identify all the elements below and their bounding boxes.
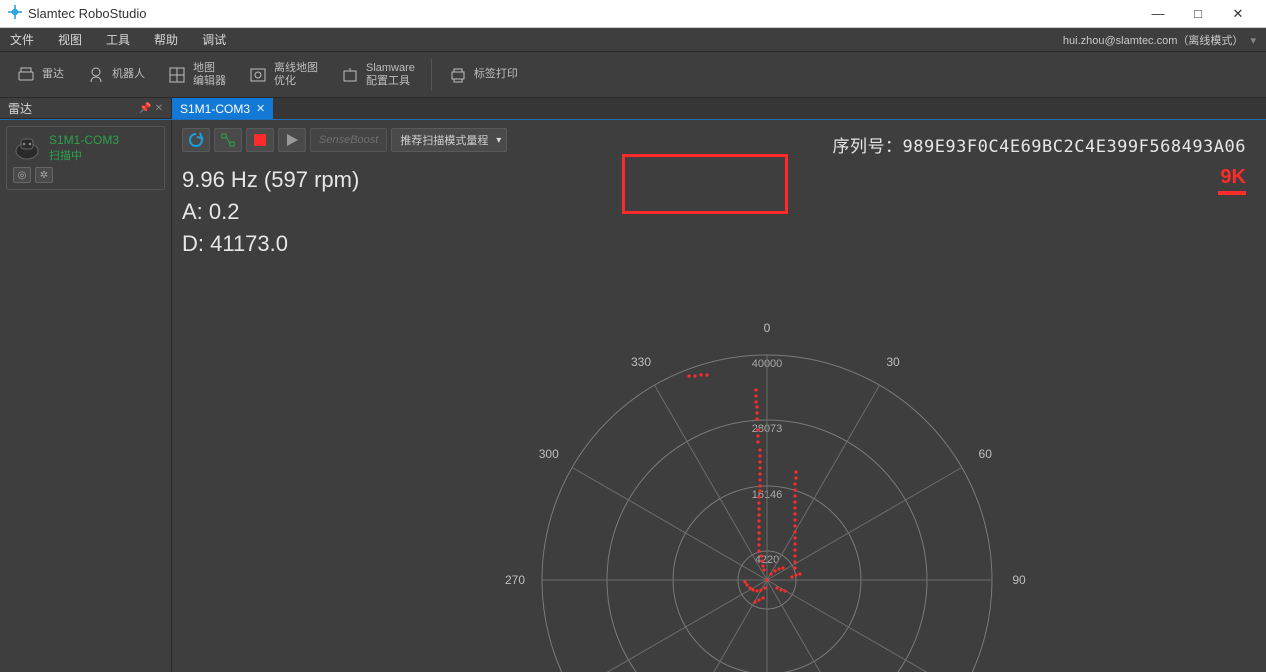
svg-text:300: 300 <box>539 447 559 461</box>
tab-device-label: S1M1-COM3 <box>180 102 250 116</box>
device-name: S1M1-COM3 <box>49 133 119 147</box>
main-region: S1M1-COM3 扫描中 ◎ ✲ SenseB <box>0 120 1266 672</box>
tool-offline-map[interactable]: 离线地图优化 <box>238 58 328 91</box>
tool-offline-map-label2: 优化 <box>274 75 318 88</box>
menu-tools[interactable]: 工具 <box>94 31 142 48</box>
scan-mode-dropdown[interactable]: 推荐扫描模式量程 <box>391 128 507 152</box>
stop-button[interactable] <box>246 128 274 152</box>
stats-line-3: D: 41173.0 <box>182 228 359 260</box>
device-status: 扫描中 <box>49 147 119 163</box>
tool-label-print-label: 标签打印 <box>474 68 518 81</box>
lidar-view: SenseBoost 推荐扫描模式量程 9.96 Hz (597 rpm) A:… <box>172 120 1266 672</box>
svg-text:30: 30 <box>886 355 900 369</box>
panel-pin-close[interactable]: 📌 ✕ <box>139 103 163 114</box>
stats-line-1: 9.96 Hz (597 rpm) <box>182 164 359 196</box>
menu-view[interactable]: 视图 <box>46 31 94 48</box>
tool-robot[interactable]: 机器人 <box>76 61 155 89</box>
menu-bar: 文件 视图 工具 帮助 调试 hui.zhou@slamtec.com（离线模式… <box>0 28 1266 52</box>
title-bar: Slamtec RoboStudio — □ ✕ <box>0 0 1266 28</box>
account-status-text: hui.zhou@slamtec.com（离线模式） <box>1063 35 1244 47</box>
tool-lidar[interactable]: 雷达 <box>6 61 74 89</box>
tool-robot-label: 机器人 <box>112 68 145 81</box>
map-editor-icon <box>167 65 187 85</box>
tab-close-icon[interactable]: ✕ <box>256 102 265 115</box>
serial-label: 序列号： <box>832 137 902 157</box>
tool-lidar-label: 雷达 <box>42 68 64 81</box>
svg-text:60: 60 <box>979 447 993 461</box>
menu-help[interactable]: 帮助 <box>142 31 190 48</box>
maximize-button[interactable]: □ <box>1178 0 1218 28</box>
device-action-1[interactable]: ◎ <box>13 167 31 183</box>
left-panel-title: 雷达 <box>8 100 32 117</box>
app-icon <box>8 5 22 22</box>
tool-label-print[interactable]: 标签打印 <box>438 61 528 89</box>
svg-text:90: 90 <box>1012 573 1026 587</box>
print-icon <box>448 65 468 85</box>
range-badge: 9K <box>1218 166 1246 195</box>
polar-plot[interactable]: 4220161462807340000030609012015018021024… <box>487 300 1047 672</box>
device-card[interactable]: S1M1-COM3 扫描中 ◎ ✲ <box>6 126 165 190</box>
tool-map-editor[interactable]: 地图编辑器 <box>157 58 236 91</box>
stats-line-2: A: 0.2 <box>182 196 359 228</box>
senseboost-button[interactable]: SenseBoost <box>310 128 387 152</box>
tab-device[interactable]: S1M1-COM3 ✕ <box>172 98 273 119</box>
close-button[interactable]: ✕ <box>1218 0 1258 28</box>
left-panel-header: 雷达 📌 ✕ <box>0 98 172 119</box>
tool-slamware-label2: 配置工具 <box>366 75 415 88</box>
tool-slamware-label1: Slamware <box>366 62 415 75</box>
toolbar: 雷达 机器人 地图编辑器 离线地图优化 Slamware配置工具 标签打印 <box>0 52 1266 98</box>
play-button[interactable] <box>278 128 306 152</box>
device-action-2[interactable]: ✲ <box>35 167 53 183</box>
window-title: Slamtec RoboStudio <box>28 6 147 21</box>
tool-map-editor-label1: 地图 <box>193 62 226 75</box>
aim-button[interactable] <box>214 128 242 152</box>
offline-map-icon <box>248 65 268 85</box>
tool-offline-map-label1: 离线地图 <box>274 62 318 75</box>
chevron-down-icon: ▾ <box>1250 35 1256 47</box>
view-control-bar: SenseBoost 推荐扫描模式量程 <box>182 128 507 152</box>
robot-icon <box>86 65 106 85</box>
svg-text:270: 270 <box>505 573 525 587</box>
serial-number: 序列号：989E93F0C4E69BC2C4E399F568493A06 <box>832 132 1246 157</box>
lidar-icon <box>16 65 36 85</box>
slamware-icon <box>340 65 360 85</box>
svg-text:0: 0 <box>764 321 771 335</box>
highlight-box <box>622 154 788 214</box>
minimize-button[interactable]: — <box>1138 0 1178 28</box>
refresh-button[interactable] <box>182 128 210 152</box>
device-icon <box>13 135 41 161</box>
tab-strip: 雷达 📌 ✕ S1M1-COM3 ✕ <box>0 98 1266 120</box>
toolbar-separator <box>431 59 432 91</box>
account-status[interactable]: hui.zhou@slamtec.com（离线模式） ▾ <box>1063 32 1266 48</box>
svg-text:330: 330 <box>631 355 651 369</box>
menu-file[interactable]: 文件 <box>0 31 46 48</box>
serial-value: 989E93F0C4E69BC2C4E399F568493A06 <box>902 137 1246 157</box>
scan-stats: 9.96 Hz (597 rpm) A: 0.2 D: 41173.0 <box>182 164 359 260</box>
menu-debug[interactable]: 调试 <box>190 31 238 48</box>
tool-slamware-config[interactable]: Slamware配置工具 <box>330 58 425 91</box>
tool-map-editor-label2: 编辑器 <box>193 75 226 88</box>
left-panel: S1M1-COM3 扫描中 ◎ ✲ <box>0 120 172 672</box>
